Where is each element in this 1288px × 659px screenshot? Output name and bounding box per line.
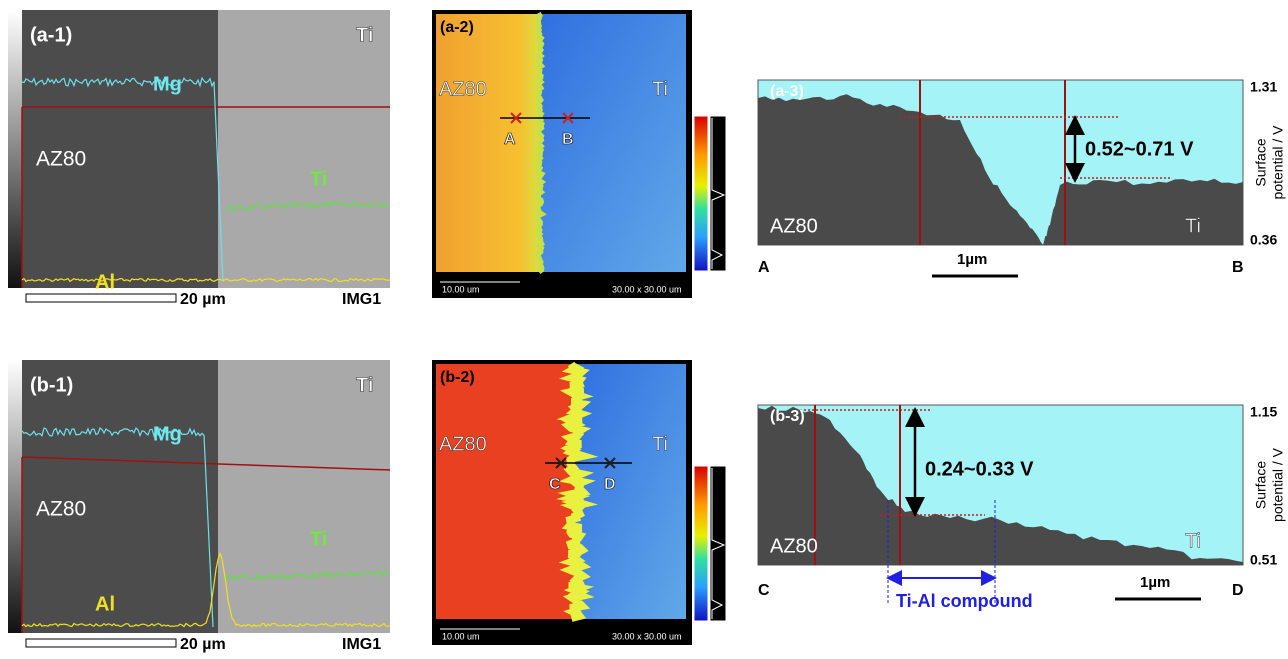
compound-label: Ti-Al compound bbox=[896, 591, 1033, 611]
ti-trace bbox=[224, 569, 390, 581]
sem-tag: IMG1 bbox=[342, 291, 381, 308]
histogram-box bbox=[709, 115, 727, 272]
map-phase-left: AZ80 bbox=[439, 433, 487, 455]
cbar-unit: [V] bbox=[694, 456, 704, 465]
point-mark bbox=[510, 112, 522, 124]
colorbar bbox=[693, 115, 709, 272]
profile-end: D bbox=[1232, 582, 1244, 599]
profile-phase-left: AZ80 bbox=[770, 535, 818, 557]
map-phase-right: Ti bbox=[652, 433, 668, 455]
histogram-box bbox=[709, 465, 727, 622]
cbar-min: 0.25 bbox=[694, 622, 712, 632]
profile-ymax: 1.15 bbox=[1250, 404, 1277, 420]
sem-element-mid: Ti bbox=[310, 168, 327, 190]
axis-label: Surface bbox=[1253, 138, 1269, 186]
profile-phase-right: Ti bbox=[1185, 215, 1201, 237]
sem-element-mid: Ti bbox=[310, 528, 327, 550]
map-label: (a-2) bbox=[440, 19, 474, 36]
mg-trace bbox=[21, 76, 224, 283]
potential-difference: 0.24~0.33 V bbox=[925, 458, 1034, 480]
map-interface bbox=[556, 361, 599, 622]
scale-bar bbox=[25, 638, 177, 648]
map-scale: 10.00 um bbox=[442, 284, 480, 294]
sem-left bbox=[8, 360, 222, 633]
profile-label: (a-3) bbox=[770, 83, 804, 100]
sem-right bbox=[218, 360, 390, 633]
cbar-max: 1.58 bbox=[694, 96, 712, 106]
sem-right bbox=[218, 10, 390, 288]
point-mark bbox=[562, 112, 574, 124]
profile-label: (b-3) bbox=[770, 408, 805, 425]
point-mark bbox=[555, 457, 567, 469]
ti-trace bbox=[224, 200, 390, 211]
sem-element-top: Mg bbox=[153, 73, 182, 95]
colorbar bbox=[693, 465, 709, 622]
sem-side bbox=[8, 10, 22, 288]
map-scale: 10.00 um bbox=[442, 631, 480, 641]
map-point-end: D bbox=[604, 476, 616, 493]
sem-tag: IMG1 bbox=[342, 636, 381, 653]
axis-label: potential / V bbox=[1270, 447, 1286, 522]
map-point-start: A bbox=[504, 131, 516, 148]
map-point-end: B bbox=[562, 131, 574, 148]
sem-label: (a-1) bbox=[30, 24, 72, 46]
map-left bbox=[436, 14, 540, 272]
profile-phase-left: AZ80 bbox=[770, 215, 818, 237]
profile-start: A bbox=[758, 259, 770, 276]
profile-scale: 1µm bbox=[1140, 574, 1170, 591]
map-phase-right: Ti bbox=[652, 78, 668, 100]
sem-left bbox=[8, 10, 222, 288]
cbar-unit: [V] bbox=[694, 106, 704, 115]
map-label: (b-2) bbox=[440, 369, 475, 386]
al-trace bbox=[21, 277, 390, 283]
al-trace bbox=[21, 551, 391, 628]
sem-element-bottom: Al bbox=[95, 271, 115, 293]
sem-label: (b-1) bbox=[30, 374, 73, 396]
profile-ymin: 0.51 bbox=[1250, 552, 1277, 568]
profile-ymin: 0.36 bbox=[1250, 232, 1277, 248]
profile-scale: 1µm bbox=[957, 251, 987, 268]
cbar-min: 0.22 bbox=[694, 272, 712, 282]
histogram bbox=[711, 468, 726, 619]
map-point-start: C bbox=[549, 476, 561, 493]
profile-end: B bbox=[1232, 259, 1244, 276]
map-size: 30.00 x 30.00 um bbox=[612, 284, 682, 294]
sem-element-bottom: Al bbox=[95, 593, 115, 615]
scale-bar bbox=[25, 293, 177, 303]
point-mark bbox=[604, 457, 616, 469]
map-left bbox=[436, 364, 576, 619]
map-phase-left: AZ80 bbox=[439, 78, 487, 100]
map-size: 30.00 x 30.00 um bbox=[612, 631, 682, 641]
profile-surface bbox=[758, 405, 1243, 565]
sem-scale: 20 µm bbox=[180, 636, 226, 653]
profile-ymax: 1.31 bbox=[1250, 79, 1277, 95]
map-right bbox=[540, 14, 686, 272]
cbar-max: 1.26 bbox=[694, 446, 712, 456]
sem-phase-right: Ti bbox=[356, 374, 373, 396]
sem-phase-left: AZ80 bbox=[36, 498, 86, 521]
sem-element-top: Mg bbox=[153, 423, 182, 445]
sem-scale: 20 µm bbox=[180, 291, 226, 308]
histogram bbox=[711, 118, 726, 269]
map-right bbox=[576, 364, 686, 619]
axis-label: potential / V bbox=[1270, 125, 1286, 200]
map-interface bbox=[533, 11, 547, 275]
profile-surface bbox=[758, 94, 1243, 245]
profile-phase-right: Ti bbox=[1185, 530, 1201, 552]
profile-start: C bbox=[758, 582, 770, 599]
sem-phase-right: Ti bbox=[356, 24, 373, 46]
sem-line-h bbox=[21, 456, 391, 471]
mg-trace bbox=[21, 426, 214, 628]
axis-label: Surface bbox=[1253, 461, 1269, 509]
sem-side bbox=[8, 360, 22, 633]
sem-phase-left: AZ80 bbox=[36, 148, 86, 171]
potential-difference: 0.52~0.71 V bbox=[1085, 138, 1194, 160]
